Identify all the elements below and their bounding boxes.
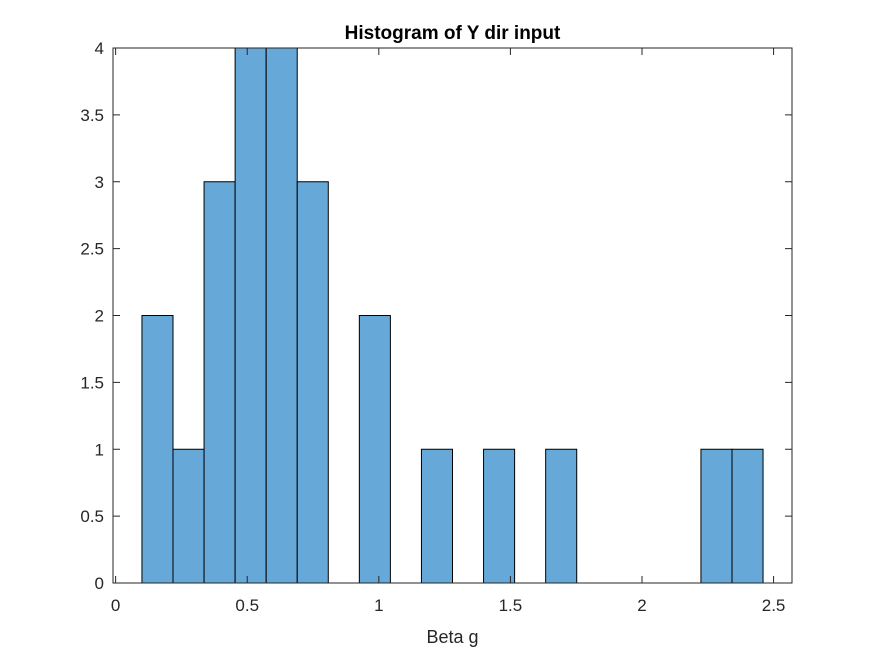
histogram-bar	[203, 181, 236, 584]
x-tick-label: 1	[374, 596, 383, 615]
y-tick-label: 3.5	[80, 106, 104, 125]
axes-box	[112, 47, 793, 584]
x-tick-label: 0	[111, 596, 120, 615]
y-tick-label: 3	[95, 173, 104, 192]
chart-title: Histogram of Y dir input	[345, 23, 561, 44]
y-tick-label: 2	[95, 307, 104, 326]
histogram-bar	[700, 448, 733, 584]
ticks-group: 0 0.5 1 1.5 2 2.5 0 0.5 1 1.5 2 2.5 3 3.5 4	[80, 39, 792, 615]
histogram-bar	[731, 448, 764, 584]
y-tick-label: 1	[95, 440, 104, 459]
x-tick-label: 1.5	[499, 596, 523, 615]
y-tick-label: 0	[95, 574, 104, 593]
histogram-bar	[234, 47, 267, 584]
x-tick-label: 2.5	[762, 596, 786, 615]
x-axis-label: Beta g	[426, 627, 478, 647]
x-tick-label: 2	[637, 596, 646, 615]
y-tick-label: 1.5	[80, 373, 104, 392]
x-tick-label: 0.5	[235, 596, 259, 615]
histogram-bar	[296, 181, 329, 584]
histogram-bar	[358, 315, 391, 584]
y-tick-label: 2.5	[80, 240, 104, 259]
histogram-bar	[265, 47, 298, 584]
histogram-bar	[172, 448, 205, 584]
histogram-bar	[420, 448, 453, 584]
histogram-bar	[483, 448, 516, 584]
histogram-bar	[545, 448, 578, 584]
y-tick-label: 0.5	[80, 507, 104, 526]
y-tick-label: 4	[95, 39, 104, 58]
histogram-bar	[141, 315, 174, 584]
